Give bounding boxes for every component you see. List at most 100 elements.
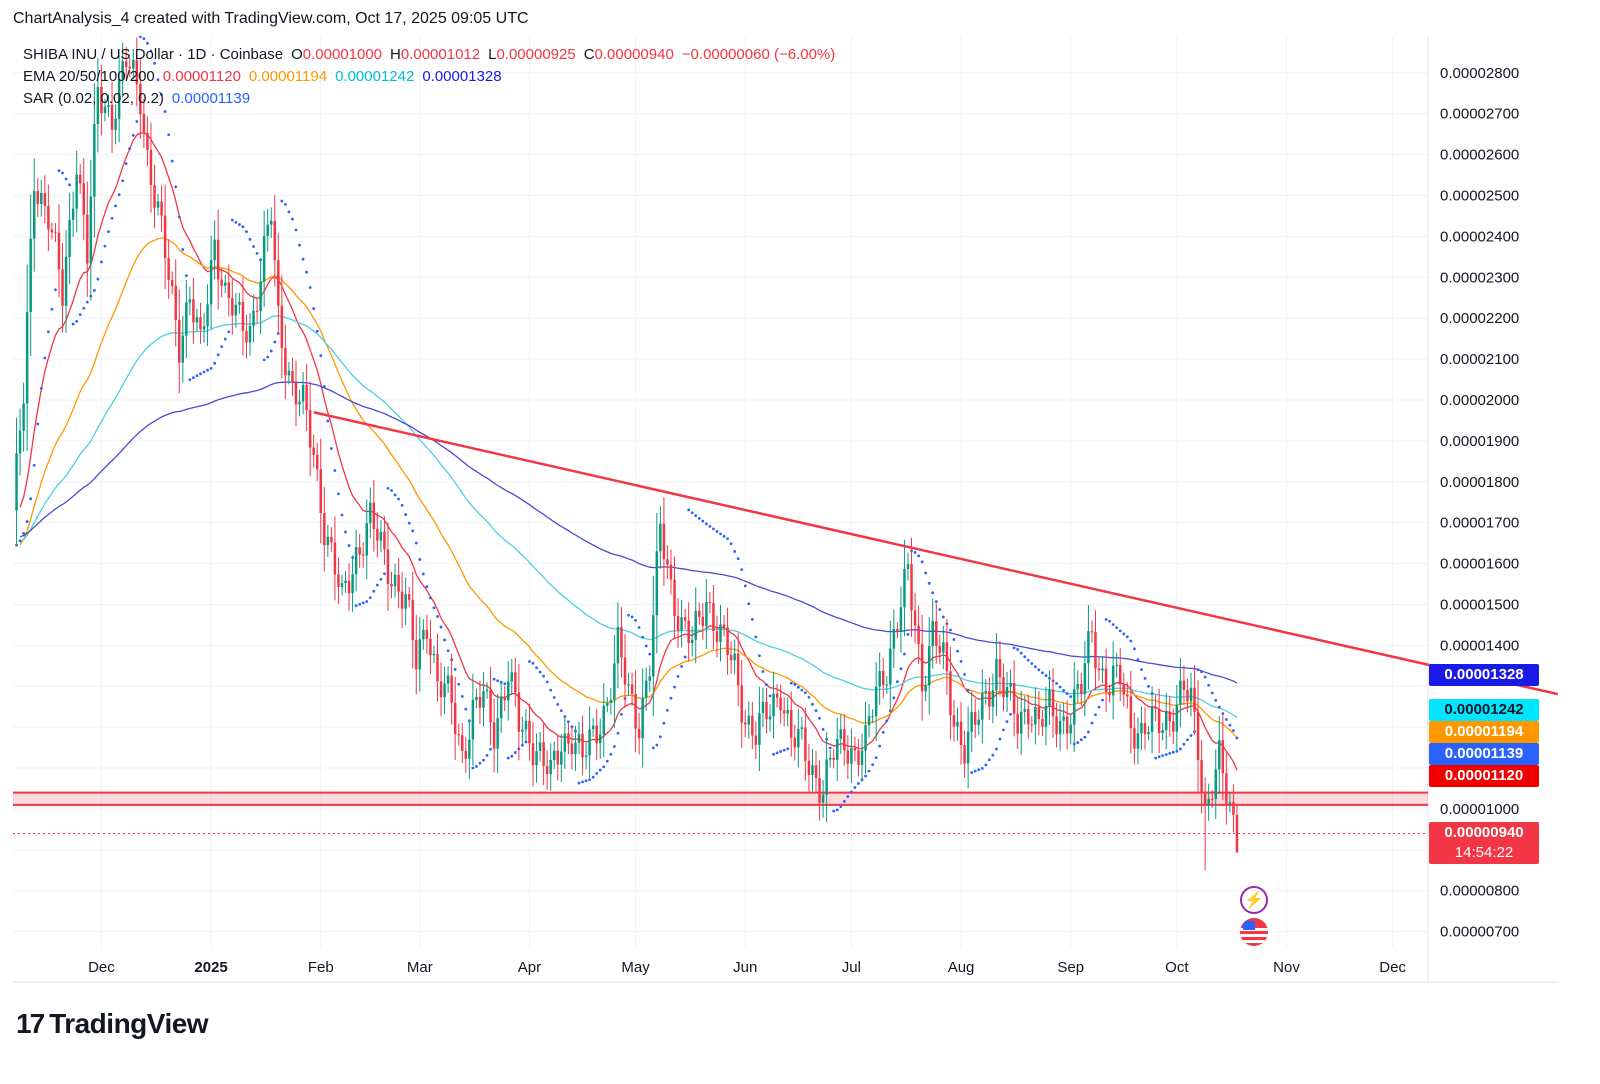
lightning-event-icon[interactable]: ⚡ [1240, 886, 1268, 914]
candle-body [475, 696, 478, 700]
sar-dot [941, 615, 945, 619]
candle-body [294, 382, 298, 405]
sar-dot [927, 581, 931, 585]
candle-body [1175, 704, 1179, 732]
price-tag: 0.00001328 [1429, 663, 1539, 686]
candle-body [924, 685, 927, 692]
parabolic-sar [15, 36, 1239, 813]
candle-body [18, 430, 22, 454]
sar-dot [301, 257, 305, 261]
sar-dot [1164, 753, 1168, 756]
sar-dot [521, 743, 524, 747]
candle-body [708, 601, 712, 604]
sar-dot [1140, 668, 1143, 671]
candle-body [740, 685, 743, 723]
candle-body [15, 453, 18, 511]
candle-body [963, 745, 966, 764]
candle-body [397, 574, 400, 592]
sar-dot [464, 707, 468, 711]
sar-label: SAR (0.02, 0.02, 0.2) [23, 90, 164, 107]
sar-dot [793, 683, 797, 686]
support-zone [13, 791, 1428, 834]
candle-body [581, 733, 584, 758]
sar-dot [892, 696, 896, 700]
candle-body [1094, 631, 1097, 669]
candle-body [259, 281, 262, 312]
sar-dot [1055, 681, 1058, 685]
candle-body [1012, 682, 1016, 714]
candle-body [510, 672, 514, 682]
candle-body [181, 335, 185, 363]
candle-body [199, 317, 202, 330]
sar-dot [531, 661, 535, 665]
sar-dot [644, 644, 648, 648]
sar-dot [570, 725, 574, 729]
candle-body [443, 683, 446, 698]
candle-body [814, 765, 818, 779]
candle-body [1143, 722, 1147, 735]
sar-dot [22, 531, 26, 535]
sar-dot [92, 289, 96, 292]
candle-body [1002, 677, 1005, 698]
x-tick-label: Nov [1273, 959, 1300, 976]
sar-dot [174, 185, 178, 189]
candle-body [241, 302, 245, 331]
candle-body [185, 302, 188, 336]
candle-body [361, 554, 365, 556]
candle-body [365, 523, 368, 556]
x-tick-label: Jun [733, 959, 757, 976]
sar-dot [220, 345, 224, 349]
sar-dot [743, 584, 747, 588]
sar-dot [71, 322, 75, 326]
tradingview-logo[interactable]: 17 TradingView [16, 1008, 209, 1040]
sar-dot [181, 248, 185, 251]
candle-body [386, 549, 390, 584]
candle-body [524, 720, 528, 730]
candle-body [602, 705, 606, 735]
price-chart[interactable]: 0.00002800 0.00002700 0.00002600 0.00002500… [13, 36, 1558, 1006]
sar-dot [421, 572, 425, 576]
candle-body [1129, 696, 1133, 729]
sar-dot [471, 766, 475, 770]
sar-dot [227, 330, 231, 334]
us-flag-event-icon[interactable] [1240, 918, 1268, 946]
sar-dot [1108, 619, 1112, 623]
sar-dot [276, 332, 280, 335]
sar-dot [708, 524, 712, 528]
candle-body [560, 751, 563, 765]
sar-dot [503, 682, 507, 686]
candle-body [326, 536, 330, 546]
sar-dot [1079, 738, 1083, 742]
candle-body [478, 696, 482, 708]
candle-body [1115, 664, 1118, 666]
sar-dot [453, 668, 457, 671]
sar-dot [238, 223, 241, 226]
y-tick-label: 0.00001700 [1440, 515, 1519, 532]
candle-body [567, 733, 570, 744]
sar-dot [400, 503, 404, 507]
candle-body [850, 747, 853, 764]
candle-body [146, 132, 149, 151]
candle-body [917, 625, 920, 645]
sar-dot [347, 544, 351, 547]
sar-dot [1090, 721, 1094, 725]
candle-body [323, 513, 326, 546]
candle-body [100, 87, 103, 114]
candle-body [1087, 631, 1090, 664]
sar-dot [977, 768, 981, 772]
sar-dot [340, 513, 344, 517]
sar-dot [719, 532, 722, 536]
candle-body [291, 370, 294, 383]
candle-body [121, 61, 124, 80]
candle-body [57, 232, 61, 270]
candle-body [499, 697, 503, 719]
sar-dot [722, 534, 726, 538]
y-tick-label: 0.00001800 [1440, 474, 1519, 491]
sar-dot [418, 558, 422, 561]
candle-body [103, 106, 107, 114]
candle-body [450, 675, 453, 703]
countdown-tag: 14:54:22 [1429, 842, 1539, 865]
candle-body [680, 617, 683, 631]
candle-body [1048, 689, 1051, 706]
sar-dot [620, 712, 623, 716]
